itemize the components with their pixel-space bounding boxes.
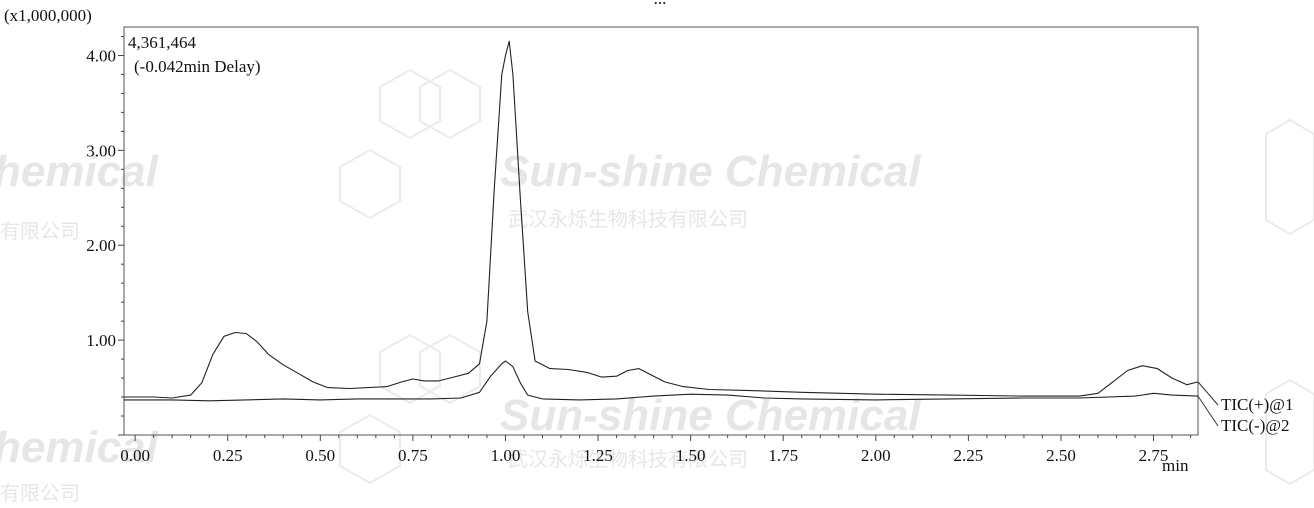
watermark-side-en-lower: hemical (0, 423, 159, 472)
legend-label: TIC(+)@1 (1221, 395, 1293, 414)
watermark: Sun-shine Chemical 武汉永烁生物科技有限公司 Sun-shin… (0, 68, 1314, 505)
x-tick-label: 2.25 (954, 446, 984, 465)
x-tick-label: 1.75 (768, 446, 798, 465)
x-tick-label: 1.50 (676, 446, 706, 465)
delay-annotation: (-0.042min Delay) (134, 57, 261, 76)
x-tick-label: 1.00 (491, 446, 521, 465)
legend-leader-line (1197, 395, 1219, 427)
y-axis: 1.00 2.00 3.00 4.00 (86, 35, 124, 436)
series-layer (124, 40, 1199, 402)
x-tick-label: 2.00 (861, 446, 891, 465)
peak-value-annotation: 4,361,464 (128, 33, 197, 52)
watermark-cn-text: 武汉永烁生物科技有限公司 (508, 208, 748, 231)
y-tick-label: 4.00 (86, 46, 116, 65)
x-tick-label: 1.25 (583, 446, 613, 465)
watermark-brand-text: Sun-shine Chemical (500, 147, 921, 196)
legend: TIC(+)@1 TIC(-)@2 (1197, 381, 1293, 435)
watermark-side-cn-lower: 有限公司 (0, 482, 80, 505)
x-tick-label: 2.50 (1046, 446, 1076, 465)
x-axis: 0.00 0.25 0.50 0.75 1.00 1.25 1.50 1.75 2.00 2.25… (120, 435, 1192, 465)
y-multiplier-label: (x1,000,000) (4, 6, 92, 25)
y-tick-label: 2.00 (86, 236, 116, 255)
y-tick-label: 3.00 (86, 141, 116, 160)
series-line-tic-negative (124, 360, 1199, 402)
x-axis-title: min (1162, 456, 1189, 475)
watermark-cn-text-lower: 武汉永烁生物科技有限公司 (508, 448, 748, 471)
watermark-brand-text-lower: Sun-shine Chemical (500, 391, 921, 440)
x-tick-label: 0.25 (213, 446, 243, 465)
series-line-tic-positive (124, 40, 1199, 399)
x-tick-label: 0.00 (120, 446, 150, 465)
x-tick-label: 0.75 (398, 446, 428, 465)
watermark-side-en: hemical (0, 147, 159, 196)
x-tick-label: 2.75 (1139, 446, 1169, 465)
plot-frame (123, 26, 1199, 436)
legend-leader-line (1197, 381, 1219, 406)
legend-label: TIC(-)@2 (1221, 416, 1290, 435)
x-tick-label: 0.50 (305, 446, 335, 465)
watermark-side-cn: 有限公司 (0, 220, 80, 243)
y-tick-label: 1.00 (86, 331, 116, 350)
top-cut-label: ... (654, 0, 667, 8)
watermark-hexagon-logo-icon (339, 68, 1314, 486)
